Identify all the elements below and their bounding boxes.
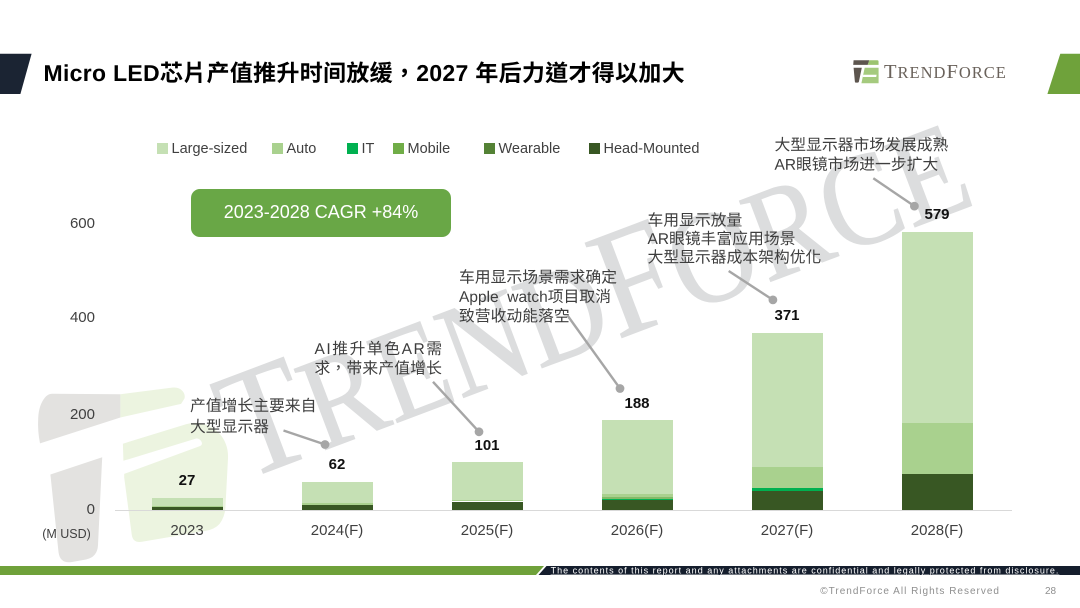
svg-text:The contents of this report an: The contents of this report and any atta…: [551, 566, 1060, 576]
